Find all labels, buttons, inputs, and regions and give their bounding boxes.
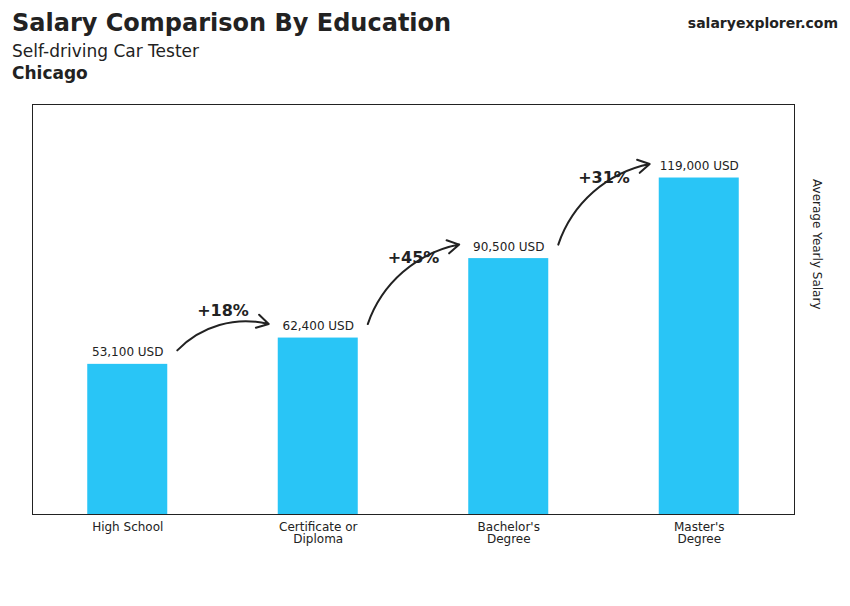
svg-text:Average Yearly Salary: Average Yearly Salary [810, 179, 824, 309]
html-text:salaryexplorer.com: salaryexplorer.com [687, 15, 838, 31]
svg-text:62,400 USD: 62,400 USD [283, 319, 354, 333]
svg-text:+18%: +18% [197, 301, 249, 320]
html-text:Chicago: Chicago [12, 63, 88, 83]
svg-text:High School: High School [92, 520, 163, 534]
svg-text:Certificate orDiploma: Certificate orDiploma [279, 520, 357, 546]
svg-text:Master'sDegree: Master'sDegree [674, 520, 725, 546]
svg-text:53,100 USD: 53,100 USD [92, 345, 163, 359]
svg-text:+45%: +45% [388, 248, 440, 267]
svg-text:90,500 USD: 90,500 USD [473, 240, 544, 254]
html-text:Salary Comparison By Education: Salary Comparison By Education [12, 9, 452, 37]
svg-text:119,000 USD: 119,000 USD [660, 159, 739, 173]
svg-text:+31%: +31% [578, 168, 630, 187]
svg-text:Bachelor'sDegree: Bachelor'sDegree [478, 520, 540, 546]
html-text:Self-driving Car Tester: Self-driving Car Tester [12, 41, 199, 61]
